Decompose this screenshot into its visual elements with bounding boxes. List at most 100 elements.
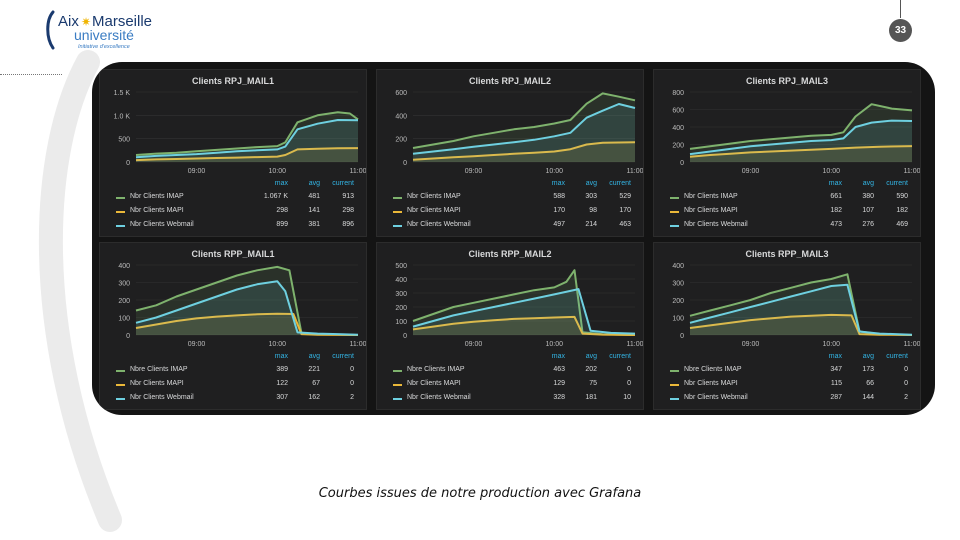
legend-series-name: Nbre Clients IMAP (407, 366, 465, 373)
legend-row[interactable]: Nbr Clients Webmail 473 276 469 (662, 221, 912, 233)
y-tick-label: 400 (395, 113, 407, 120)
series-area (136, 313, 358, 335)
legend-swatch (393, 211, 402, 213)
y-tick-label: 100 (672, 316, 684, 323)
panel-title: Clients RPP_MAIL1 (191, 249, 275, 259)
legend-row[interactable]: Nbr Clients MAPI 182 107 182 (662, 207, 912, 219)
series-line (689, 103, 913, 150)
legend-swatch (393, 384, 402, 386)
legend-row[interactable]: Nbr Clients IMAP 661 380 590 (662, 193, 912, 205)
y-tick-label: 600 (395, 90, 407, 97)
legend-row[interactable]: Nbr Clients Webmail 899 381 896 (108, 221, 358, 233)
legend-row[interactable]: Nbr Clients MAPI 170 98 170 (385, 207, 635, 219)
legend-value-max: 328 (553, 394, 565, 401)
legend-swatch (670, 197, 679, 199)
legend-value-max: 473 (830, 221, 842, 228)
legend-row[interactable]: Nbr Clients Webmail 287 144 2 (662, 394, 912, 406)
grafana-dashboard-screenshot: Clients RPJ_MAIL1 0 500 1.0 K 1.5 K 09:00 10:… (92, 62, 935, 415)
legend-value-max: 287 (830, 394, 842, 401)
legend-value-max: 115 (830, 380, 842, 387)
y-tick-label: 0 (680, 160, 684, 167)
y-tick-label: 0 (403, 333, 407, 340)
legend-value-avg: 107 (862, 207, 874, 214)
legend-row[interactable]: Nbr Clients MAPI 298 141 298 (108, 207, 358, 219)
y-tick-label: 1.0 K (114, 113, 131, 120)
legend-row[interactable]: Nbr Clients MAPI 122 67 0 (108, 380, 358, 392)
legend-value-avg: 98 (589, 207, 597, 214)
legend-value-current: 590 (896, 193, 908, 200)
legend-value-max: 588 (553, 193, 565, 200)
legend-series-name: Nbr Clients IMAP (130, 193, 184, 200)
legend-series-name: Nbr Clients IMAP (684, 193, 738, 200)
x-tick-label: 11:00 (904, 341, 921, 348)
legend-value-max: 170 (553, 207, 565, 214)
series-line (689, 313, 913, 336)
x-tick-label: 10:00 (546, 341, 564, 348)
y-tick-label: 200 (118, 298, 130, 305)
page-number-line (900, 0, 901, 18)
legend-swatch (116, 197, 125, 199)
legend-swatch (393, 398, 402, 400)
legend-row[interactable]: Nbr Clients IMAP 588 303 529 (385, 193, 635, 205)
y-tick-label: 300 (118, 281, 130, 288)
legend-header-avg: avg (308, 180, 320, 187)
legend-row[interactable]: Nbr Clients MAPI 115 66 0 (662, 380, 912, 392)
series-area (413, 289, 635, 335)
legend-value-avg: 303 (585, 193, 597, 200)
legend-row[interactable]: Nbre Clients IMAP 463 202 0 (385, 366, 635, 378)
logo-word-universite: université (74, 27, 134, 43)
legend-series-name: Nbr Clients Webmail (684, 394, 748, 401)
legend-value-avg: 381 (308, 221, 320, 228)
y-tick-label: 100 (395, 319, 407, 326)
legend-row[interactable]: Nbr Clients Webmail 328 181 10 (385, 394, 635, 406)
legend-row[interactable]: Nbr Clients Webmail 307 162 2 (108, 394, 358, 406)
legend-value-avg: 214 (585, 221, 597, 228)
y-tick-label: 200 (395, 137, 407, 144)
y-tick-label: 300 (672, 281, 684, 288)
legend-value-current: 170 (619, 207, 631, 214)
panel-rpp-mail2: Clients RPP_MAIL2 0 100 200 300 400 500 09:00 1… (376, 242, 644, 410)
legend-series-name: Nbr Clients MAPI (684, 207, 738, 214)
x-tick-label: 10:00 (269, 168, 287, 175)
legend-value-current: 529 (619, 193, 631, 200)
y-tick-label: 400 (672, 263, 684, 270)
chart-legend: max avg current Nbre Clients IMAP 463 202 0 Nbr… (385, 353, 635, 405)
legend-header-current: current (332, 180, 354, 187)
legend-row[interactable]: Nbr Clients IMAP 1.067 K 481 913 (108, 193, 358, 205)
panel-title: Clients RPJ_MAIL1 (191, 76, 275, 86)
legend-value-current: 0 (904, 366, 908, 373)
legend-swatch (116, 370, 125, 372)
aix-marseille-logo: Aix ✷ Marseille université Initiative d'… (44, 8, 174, 52)
legend-row[interactable]: Nbre Clients IMAP 389 221 0 (108, 366, 358, 378)
legend-row[interactable]: Nbre Clients IMAP 347 173 0 (662, 366, 912, 378)
svg-text:✷: ✷ (81, 15, 91, 29)
series-line (135, 280, 359, 336)
series-line (412, 103, 636, 155)
legend-header: max avg current (662, 353, 912, 365)
series-area (690, 146, 912, 162)
legend-series-name: Nbr Clients MAPI (130, 380, 184, 387)
legend-value-max: 182 (830, 207, 842, 214)
panel-rpj-mail3: Clients RPJ_MAIL3 0 200 400 600 800 09:00 10:0… (653, 69, 921, 237)
legend-series-name: Nbr Clients MAPI (407, 380, 461, 387)
legend-header: max avg current (385, 353, 635, 365)
x-tick-label: 10:00 (823, 168, 841, 175)
legend-row[interactable]: Nbr Clients Webmail 497 214 463 (385, 221, 635, 233)
legend-swatch (393, 197, 402, 199)
series-line (135, 111, 359, 156)
legend-value-current: 0 (904, 380, 908, 387)
legend-series-name: Nbr Clients Webmail (407, 221, 471, 228)
legend-value-avg: 202 (585, 366, 597, 373)
panel-title: Clients RPJ_MAIL3 (745, 76, 829, 86)
legend-header-current: current (886, 353, 908, 360)
legend-header-current: current (332, 353, 354, 360)
legend-value-max: 463 (553, 366, 565, 373)
y-tick-label: 0 (680, 333, 684, 340)
legend-row[interactable]: Nbr Clients MAPI 129 75 0 (385, 380, 635, 392)
legend-value-current: 182 (896, 207, 908, 214)
legend-value-max: 129 (553, 380, 565, 387)
legend-header-max: max (551, 180, 565, 187)
chart-legend: max avg current Nbre Clients IMAP 389 221 0 Nbr… (108, 353, 358, 405)
legend-swatch (670, 384, 679, 386)
legend-header: max avg current (662, 180, 912, 192)
